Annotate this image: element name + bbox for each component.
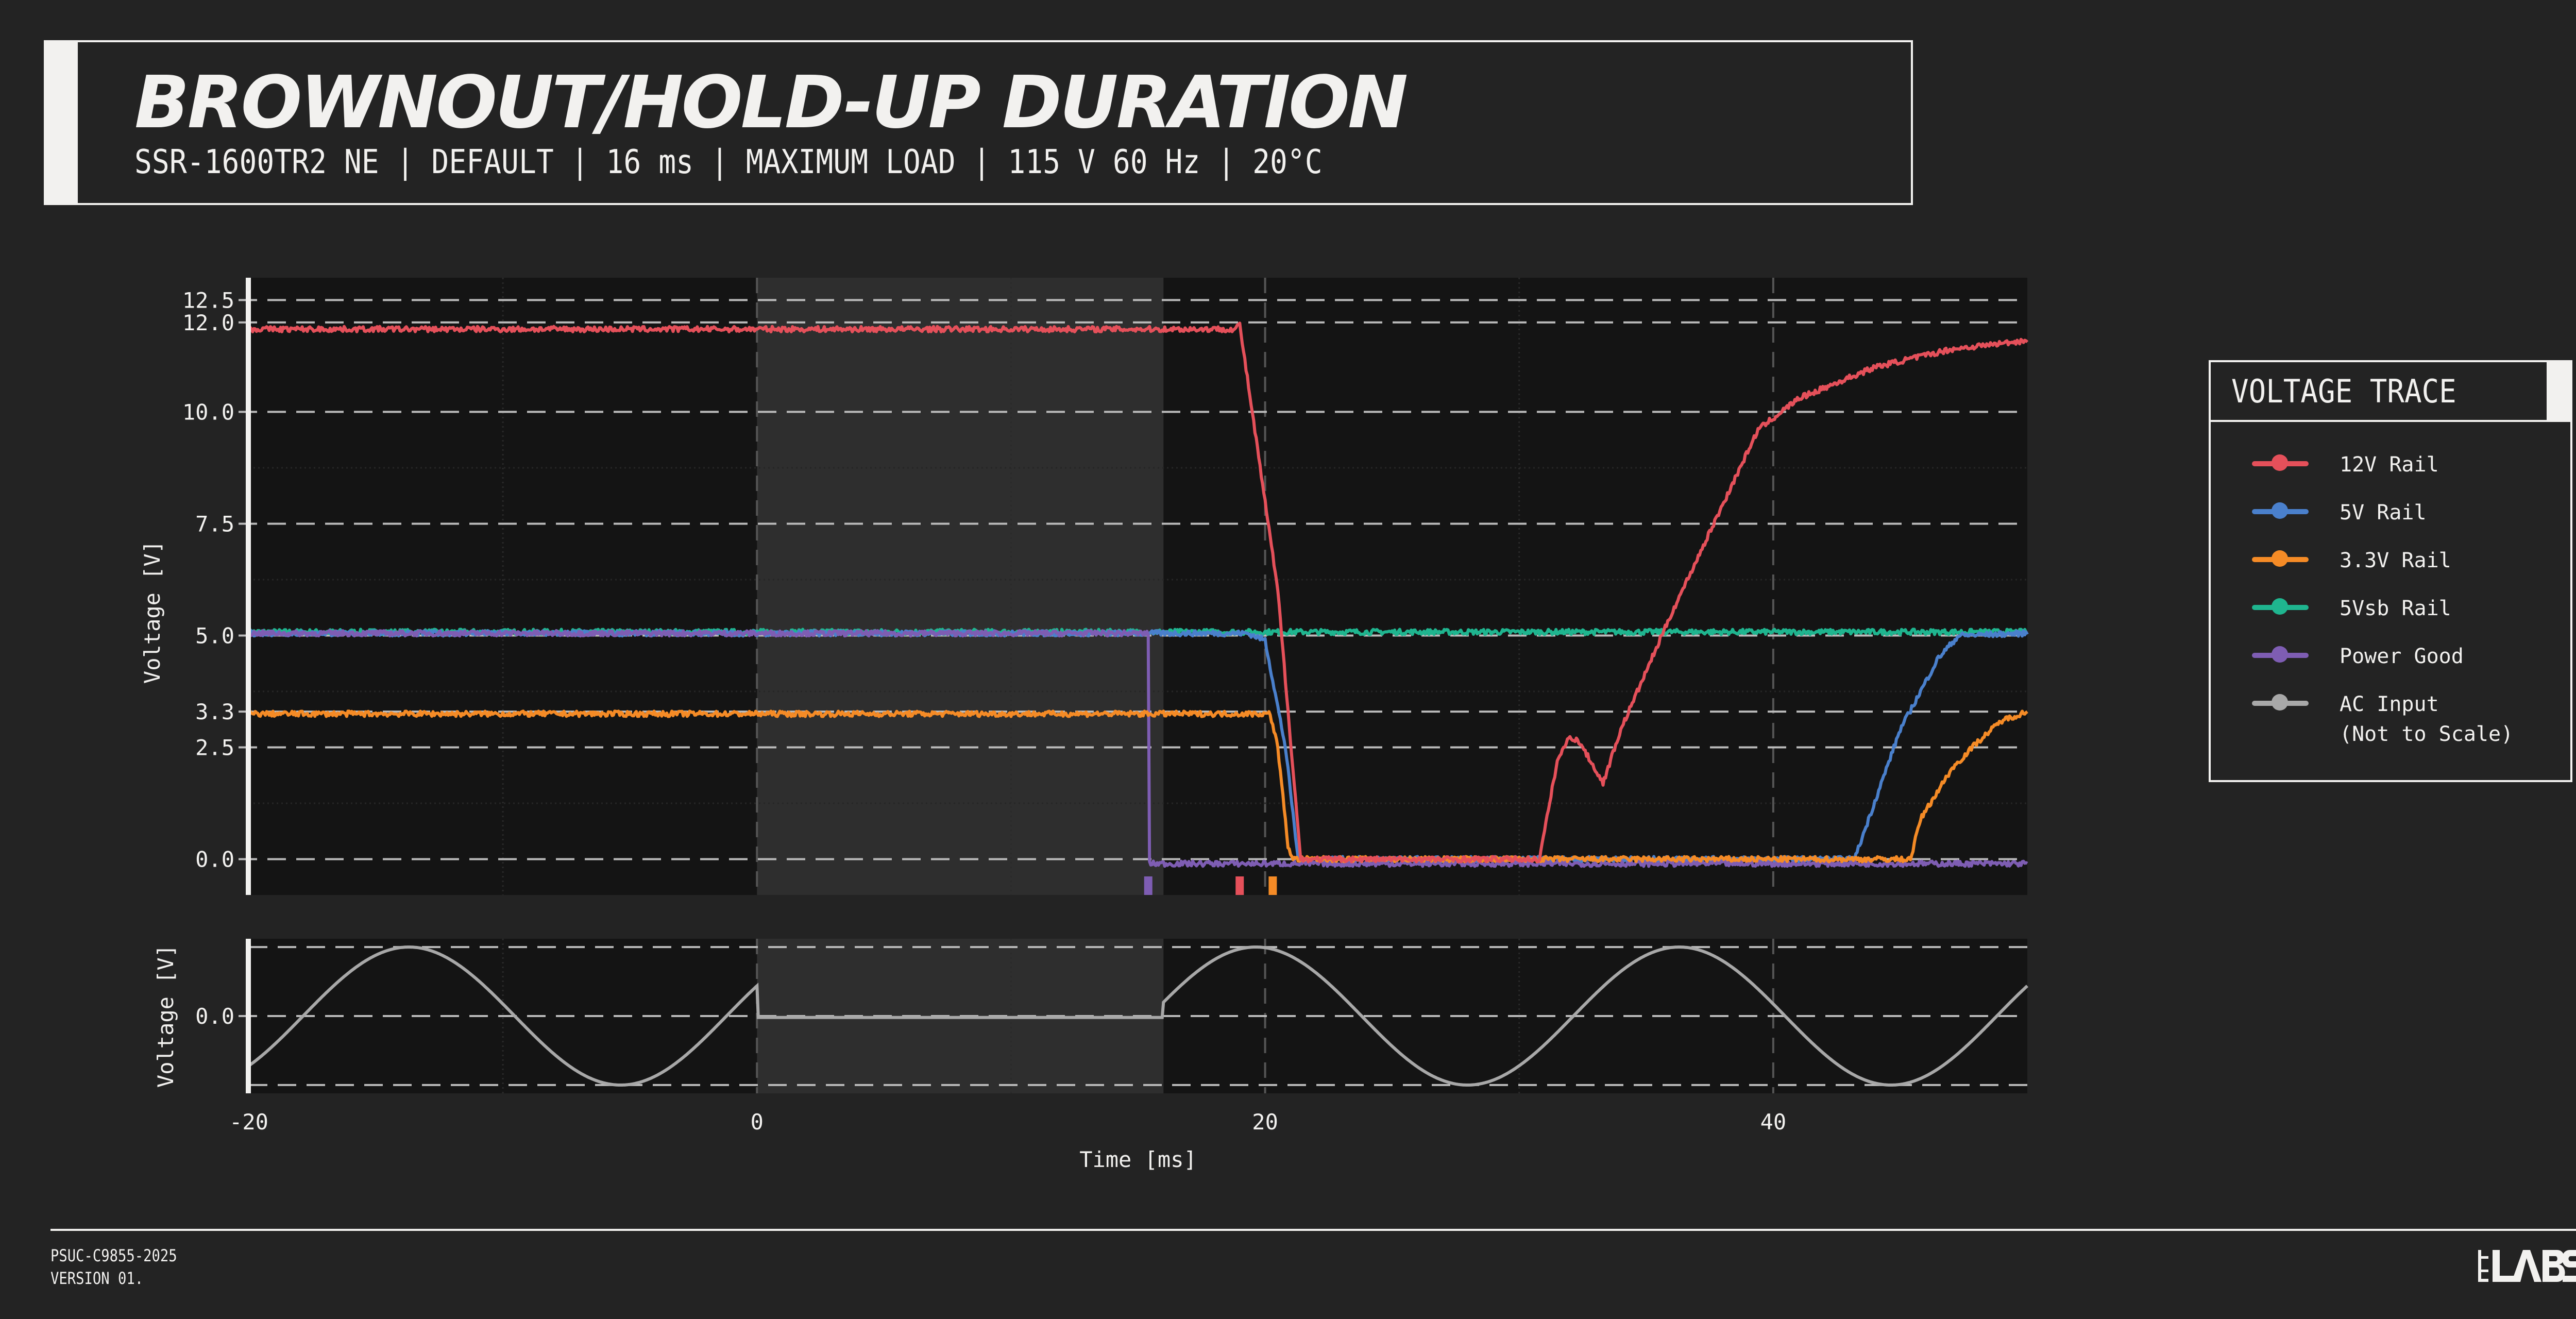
y-axis-label: Voltage [V] — [153, 944, 178, 1088]
legend-swatch — [2252, 550, 2309, 567]
y-tick-label: 0.0 — [195, 847, 234, 872]
title-accent-bar — [46, 42, 78, 203]
x-tick-label: 40 — [1760, 1109, 1787, 1135]
legend-title: VOLTAGE TRACE — [2231, 373, 2456, 410]
event-marker — [1144, 876, 1153, 895]
page-subtitle: SSR-1600TR2 NE | DEFAULT | 16 ms | MAXIM… — [134, 143, 1323, 181]
legend-swatch — [2252, 646, 2309, 663]
event-marker — [1235, 876, 1244, 895]
x-tick-label: 20 — [1252, 1109, 1278, 1135]
legend-swatch — [2252, 502, 2309, 519]
footer-code: PSUC-C9855-2025 — [50, 1246, 177, 1265]
legend-swatch — [2252, 454, 2309, 471]
series-line-ac-input — [248, 945, 2028, 1087]
y-tick-label: 3.3 — [195, 699, 234, 724]
ltt-labs-logo — [2478, 1250, 2576, 1282]
legend-accent-block — [2547, 362, 2570, 420]
legend-swatch — [2252, 694, 2309, 711]
y-tick-label: 10.0 — [182, 399, 234, 425]
y-tick-label: 12.5 — [182, 288, 234, 313]
lower-y-axis — [246, 939, 251, 1093]
legend-label: AC Input (Not to Scale) — [2340, 692, 2514, 746]
series-line-12v-rail — [247, 322, 2029, 864]
y-tick-label: 5.0 — [195, 623, 234, 648]
upper-shaded-outage-region — [757, 278, 1164, 895]
title-box: BROWNOUT/HOLD-UP DURATION SSR-1600TR2 NE… — [44, 40, 1913, 205]
page-title: BROWNOUT/HOLD-UP DURATION — [134, 61, 1408, 145]
legend-header: VOLTAGE TRACE — [2211, 362, 2570, 422]
legend-swatch — [2252, 598, 2309, 615]
y-tick-label: 2.5 — [195, 735, 234, 760]
y-tick-label: 12.0 — [182, 310, 234, 335]
legend-label: Power Good — [2340, 645, 2464, 668]
y-tick-label: 7.5 — [195, 511, 234, 536]
event-marker — [1268, 876, 1277, 895]
upper-y-axis — [246, 278, 251, 895]
series-line-3-3v-rail — [247, 709, 2028, 864]
legend-label: 5Vsb Rail — [2340, 597, 2451, 620]
y-axis-label: Voltage [V] — [140, 540, 165, 684]
legend: VOLTAGE TRACE 12V Rail 5V Rail 3.3V Rail 5V… — [2209, 360, 2572, 782]
y-tick-label: 0.0 — [195, 1004, 234, 1029]
x-tick-label: 0 — [751, 1109, 764, 1135]
x-tick-label: -20 — [229, 1109, 268, 1135]
legend-label: 3.3V Rail — [2340, 549, 2451, 572]
legend-label: 12V Rail — [2340, 453, 2439, 477]
footer-divider — [50, 1229, 2576, 1231]
footer-version: VERSION 01. — [50, 1269, 144, 1288]
legend-label: 5V Rail — [2340, 501, 2427, 525]
x-axis-label: Time [ms] — [1079, 1147, 1197, 1172]
